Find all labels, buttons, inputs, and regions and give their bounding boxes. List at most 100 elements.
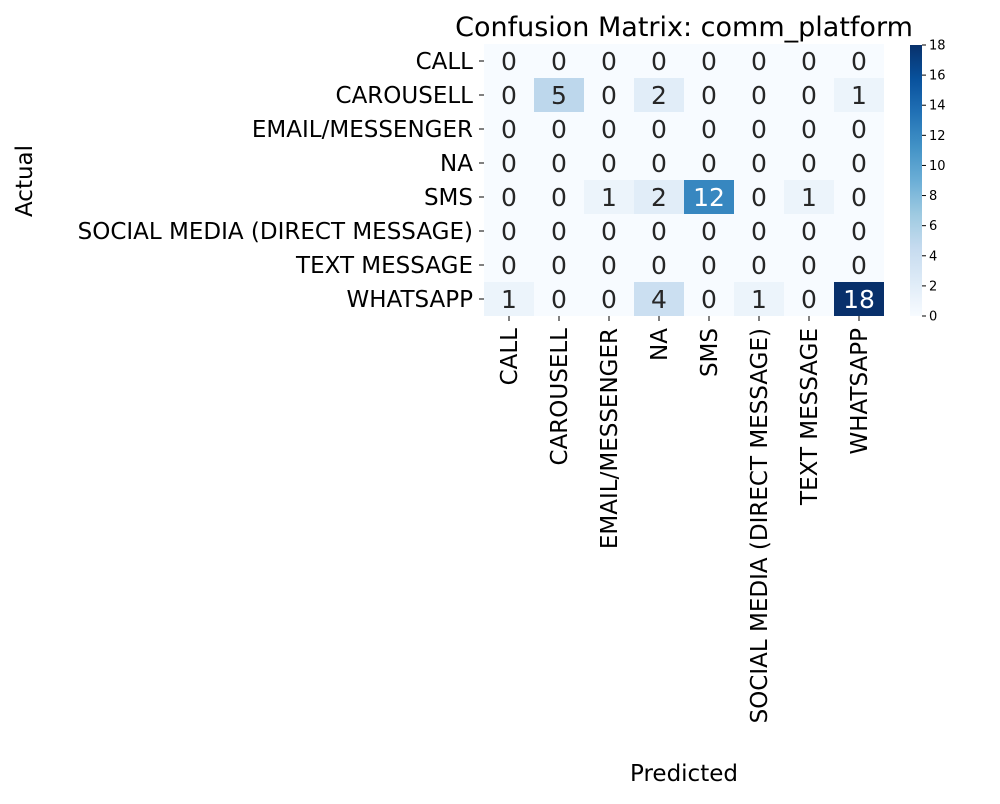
cell-value-label: 0 xyxy=(551,251,567,280)
cell-value-label: 0 xyxy=(751,81,767,110)
cell-value-label: 0 xyxy=(551,149,567,178)
cell-value-label: 0 xyxy=(601,285,617,314)
y-axis-ticks: CALL CAROUSELL EMAIL/MESSENGER NA SMS SOCIAL … xyxy=(78,49,484,313)
cell-value-label: 1 xyxy=(601,183,617,212)
x-tick-label: WHATSAPP xyxy=(847,328,873,455)
heatmap-cell xyxy=(734,248,784,282)
heatmap-cell xyxy=(734,282,784,316)
heatmap-cell xyxy=(684,248,734,282)
cell-value-label: 0 xyxy=(651,251,667,280)
x-tick-label: CAROUSELL xyxy=(547,328,573,466)
heatmap-cell xyxy=(534,282,584,316)
heatmap-cell xyxy=(534,248,584,282)
cell-value-label: 0 xyxy=(701,115,717,144)
cell-value-label: 0 xyxy=(851,115,867,144)
x-tick-label: SOCIAL MEDIA (DIRECT MESSAGE) xyxy=(747,328,773,723)
cell-value-label: 0 xyxy=(501,149,517,178)
cell-value-label: 0 xyxy=(701,251,717,280)
heatmap-cell xyxy=(784,44,834,78)
cell-value-label: 0 xyxy=(501,115,517,144)
cell-value-label: 1 xyxy=(801,183,817,212)
colorbar-tick-label: 4 xyxy=(929,249,937,264)
heatmap-cell xyxy=(584,214,634,248)
heatmap-cell xyxy=(634,180,684,214)
colorbar-tick-label: 6 xyxy=(929,219,937,234)
cell-value-label: 0 xyxy=(801,115,817,144)
heatmap-cell xyxy=(634,44,684,78)
heatmap-cell xyxy=(834,214,884,248)
heatmap-cell xyxy=(834,180,884,214)
cell-value-label: 0 xyxy=(551,217,567,246)
heatmap-cell xyxy=(584,44,634,78)
cell-value-label: 1 xyxy=(501,285,517,314)
heatmap-cell xyxy=(684,112,734,146)
heatmap-cell xyxy=(684,78,734,112)
cell-value-label: 0 xyxy=(801,251,817,280)
cell-value-label: 0 xyxy=(851,217,867,246)
colorbar-tick-label: 12 xyxy=(929,129,946,144)
heatmap-cell xyxy=(834,146,884,180)
heatmap-cell xyxy=(684,180,734,214)
heatmap-cell xyxy=(534,214,584,248)
cell-value-label: 0 xyxy=(801,47,817,76)
chart-title: Confusion Matrix: comm_platform xyxy=(455,12,913,43)
x-tick-label: SMS xyxy=(697,328,723,377)
heatmap-cell xyxy=(634,78,684,112)
heatmap-cell xyxy=(484,78,534,112)
heatmap-cell xyxy=(484,248,534,282)
heatmap-cell xyxy=(834,44,884,78)
heatmap-cell xyxy=(534,78,584,112)
cell-value-label: 0 xyxy=(551,115,567,144)
heatmap-cell xyxy=(584,282,634,316)
heatmap-cell xyxy=(534,180,584,214)
heatmap-cell xyxy=(834,112,884,146)
cell-value-label: 0 xyxy=(801,149,817,178)
cell-value-label: 18 xyxy=(843,285,875,314)
colorbar-tick-label: 10 xyxy=(929,159,946,174)
cell-value-label: 0 xyxy=(501,217,517,246)
cell-value-label: 0 xyxy=(751,183,767,212)
y-tick-label: WHATSAPP xyxy=(346,287,473,313)
heatmap-cell xyxy=(634,248,684,282)
colorbar-tick-label: 8 xyxy=(929,189,937,204)
cell-value-label: 2 xyxy=(651,81,667,110)
heatmap-cell xyxy=(634,214,684,248)
heatmap-cell xyxy=(784,282,834,316)
heatmap-cell xyxy=(584,112,634,146)
cell-value-label: 0 xyxy=(701,81,717,110)
heatmap-cell xyxy=(484,112,534,146)
heatmap-cell xyxy=(784,112,834,146)
cell-value-label: 0 xyxy=(551,183,567,212)
y-tick-label: NA xyxy=(440,151,473,177)
y-tick-label: TEXT MESSAGE xyxy=(295,253,473,279)
heatmap-cell xyxy=(784,146,834,180)
heatmap-cell xyxy=(684,282,734,316)
cell-value-label: 0 xyxy=(501,251,517,280)
y-tick-label: CALL xyxy=(416,49,474,75)
cell-value-label: 0 xyxy=(501,47,517,76)
cell-value-label: 0 xyxy=(701,285,717,314)
heatmap-cell xyxy=(634,146,684,180)
cell-value-label: 0 xyxy=(751,251,767,280)
heatmap-cell xyxy=(734,44,784,78)
cell-value-label: 0 xyxy=(851,47,867,76)
heatmap-cell xyxy=(734,112,784,146)
heatmap-cell xyxy=(834,78,884,112)
cell-value-label: 0 xyxy=(601,47,617,76)
x-tick-label: EMAIL/MESSENGER xyxy=(597,328,623,549)
y-tick-label: CAROUSELL xyxy=(336,83,474,109)
cell-value-label: 0 xyxy=(801,81,817,110)
heatmap-cell xyxy=(784,78,834,112)
cell-value-label: 0 xyxy=(851,149,867,178)
cell-value-label: 0 xyxy=(501,183,517,212)
y-tick-label: SOCIAL MEDIA (DIRECT MESSAGE) xyxy=(78,219,473,245)
x-axis-ticks: CALL CAROUSELL EMAIL/MESSENGER NA SMS SOCIAL … xyxy=(497,316,873,723)
cell-value-label: 0 xyxy=(601,149,617,178)
heatmap-cell xyxy=(484,214,534,248)
heatmap-cell xyxy=(684,44,734,78)
cell-value-label: 0 xyxy=(501,81,517,110)
x-tick-label: NA xyxy=(647,328,673,361)
heatmap-cell xyxy=(784,248,834,282)
